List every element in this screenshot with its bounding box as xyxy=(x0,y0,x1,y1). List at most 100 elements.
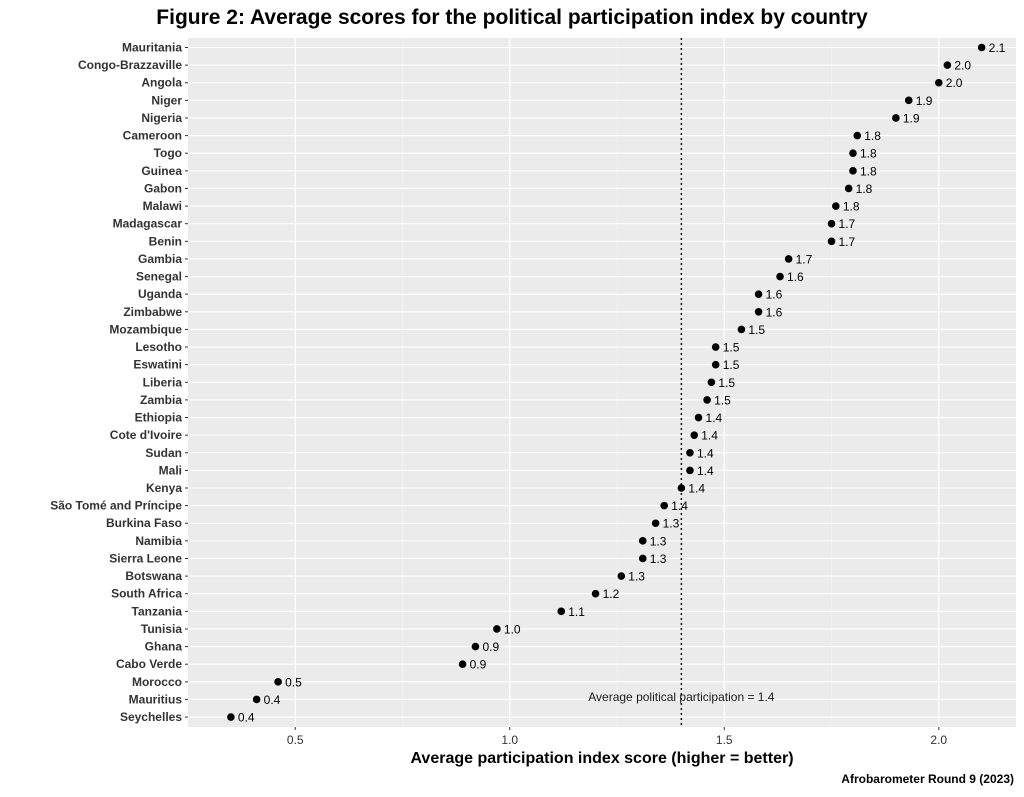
data-point xyxy=(227,713,235,721)
data-point xyxy=(617,572,626,580)
y-tick-label: Tunisia xyxy=(141,622,182,636)
y-tick-label: Burkina Faso xyxy=(106,516,182,530)
data-label: 1.6 xyxy=(766,288,783,302)
y-tick-label: Senegal xyxy=(136,270,182,284)
y-tick-label: Ghana xyxy=(145,640,183,654)
data-point xyxy=(977,43,986,52)
data-point xyxy=(694,413,703,422)
data-point xyxy=(849,149,857,158)
data-label: 0.4 xyxy=(238,711,255,725)
y-tick-label: Seychelles xyxy=(120,710,182,724)
y-tick-label: Gambia xyxy=(138,252,182,266)
data-point xyxy=(784,255,793,263)
data-point xyxy=(827,219,836,228)
data-label: 1.3 xyxy=(650,552,667,566)
y-tick-label: Zimbabwe xyxy=(123,305,182,319)
y-tick-label: Benin xyxy=(149,234,182,248)
y-tick-label: Uganda xyxy=(138,287,182,301)
y-tick-label: Cote d'Ivoire xyxy=(110,428,183,442)
data-point xyxy=(832,202,840,210)
data-label: 1.4 xyxy=(688,482,705,496)
data-label: 1.7 xyxy=(796,252,813,266)
data-label: 1.1 xyxy=(568,605,585,619)
data-label: 1.5 xyxy=(718,376,735,390)
y-tick-label: Angola xyxy=(141,76,182,90)
x-tick-label: 0.5 xyxy=(287,733,304,747)
y-tick-label: South Africa xyxy=(111,587,182,601)
y-tick-label: Tanzania xyxy=(132,604,183,618)
y-tick-label: Ethiopia xyxy=(135,411,183,425)
data-label: 1.8 xyxy=(860,147,877,161)
data-point xyxy=(703,396,711,404)
data-point xyxy=(892,114,900,122)
data-point xyxy=(707,378,716,387)
x-tick-label: 2.0 xyxy=(930,733,947,747)
data-label: 1.4 xyxy=(701,429,718,443)
x-axis-label: Average participation index score (highe… xyxy=(410,750,793,767)
data-label: 2.0 xyxy=(946,76,963,90)
data-point xyxy=(686,466,694,475)
data-point xyxy=(591,589,600,598)
data-label: 1.4 xyxy=(671,499,688,513)
y-tick-label: Kenya xyxy=(146,481,182,495)
data-point xyxy=(853,131,862,140)
data-point xyxy=(754,308,763,316)
x-tick-label: 1.0 xyxy=(501,733,518,747)
y-tick-label: Mauritius xyxy=(129,692,183,706)
y-tick-label: Namibia xyxy=(135,534,182,548)
data-label: 1.5 xyxy=(723,358,740,372)
data-label: 0.9 xyxy=(470,658,487,672)
data-label: 1.4 xyxy=(697,446,714,460)
data-label: 1.3 xyxy=(663,517,680,531)
data-label: 1.6 xyxy=(787,270,804,284)
data-label: 1.7 xyxy=(839,235,856,249)
data-label: 0.4 xyxy=(264,693,281,707)
y-tick-label: Zambia xyxy=(140,393,182,407)
y-tick-label: Sierra Leone xyxy=(109,551,182,565)
y-tick-label: São Tomé and Príncipe xyxy=(50,499,182,513)
data-point xyxy=(493,625,501,633)
data-label: 1.9 xyxy=(916,94,933,108)
y-axis: Mauritania Congo-Brazzaville Angola Niger Ni… xyxy=(50,41,188,724)
data-point xyxy=(776,272,784,281)
data-point xyxy=(849,167,857,175)
data-points: 2.1 2.0 2.0 1.9 1.9 1.8 1.8 1.8 1.8 1.8 1.7 1.7 1.7 1… xyxy=(227,41,1006,725)
data-label: 0.9 xyxy=(482,640,499,654)
chart-title: Figure 2: Average scores for the politic… xyxy=(156,6,868,29)
data-label: 2.0 xyxy=(954,59,971,73)
data-label: 1.2 xyxy=(603,587,620,601)
y-tick-label: Sudan xyxy=(145,446,182,460)
data-point xyxy=(904,96,913,105)
y-tick-label: Mauritania xyxy=(122,41,182,55)
y-tick-label: Madagascar xyxy=(113,217,183,231)
data-label: 1.9 xyxy=(903,111,920,125)
y-tick-label: Mozambique xyxy=(109,322,182,336)
data-point xyxy=(252,695,261,704)
data-point xyxy=(557,607,566,616)
x-axis: 0.5 1.0 1.5 2.0 xyxy=(287,727,947,747)
source-caption: Afrobarometer Round 9 (2023) xyxy=(841,772,1014,786)
y-tick-label: Malawi xyxy=(143,199,182,213)
average-annotation: Average political participation = 1.4 xyxy=(588,690,775,704)
data-point xyxy=(660,501,669,510)
data-point xyxy=(458,660,467,668)
data-point xyxy=(711,343,720,351)
data-label: 1.8 xyxy=(856,182,873,196)
data-point xyxy=(274,678,282,686)
data-point xyxy=(638,554,647,563)
data-label: 1.7 xyxy=(839,217,856,231)
data-label: 1.8 xyxy=(864,129,881,143)
data-label: 1.6 xyxy=(766,305,783,319)
data-label: 1.5 xyxy=(723,341,740,355)
y-tick-label: Congo-Brazzaville xyxy=(78,58,182,72)
data-label: 1.5 xyxy=(714,393,731,407)
y-tick-label: Liberia xyxy=(143,375,183,389)
y-tick-label: Nigeria xyxy=(141,111,182,125)
data-label: 1.8 xyxy=(843,200,860,214)
data-point xyxy=(471,642,480,651)
data-point xyxy=(754,290,763,298)
data-point xyxy=(827,237,836,246)
y-tick-label: Guinea xyxy=(141,164,182,178)
data-point xyxy=(690,431,699,439)
